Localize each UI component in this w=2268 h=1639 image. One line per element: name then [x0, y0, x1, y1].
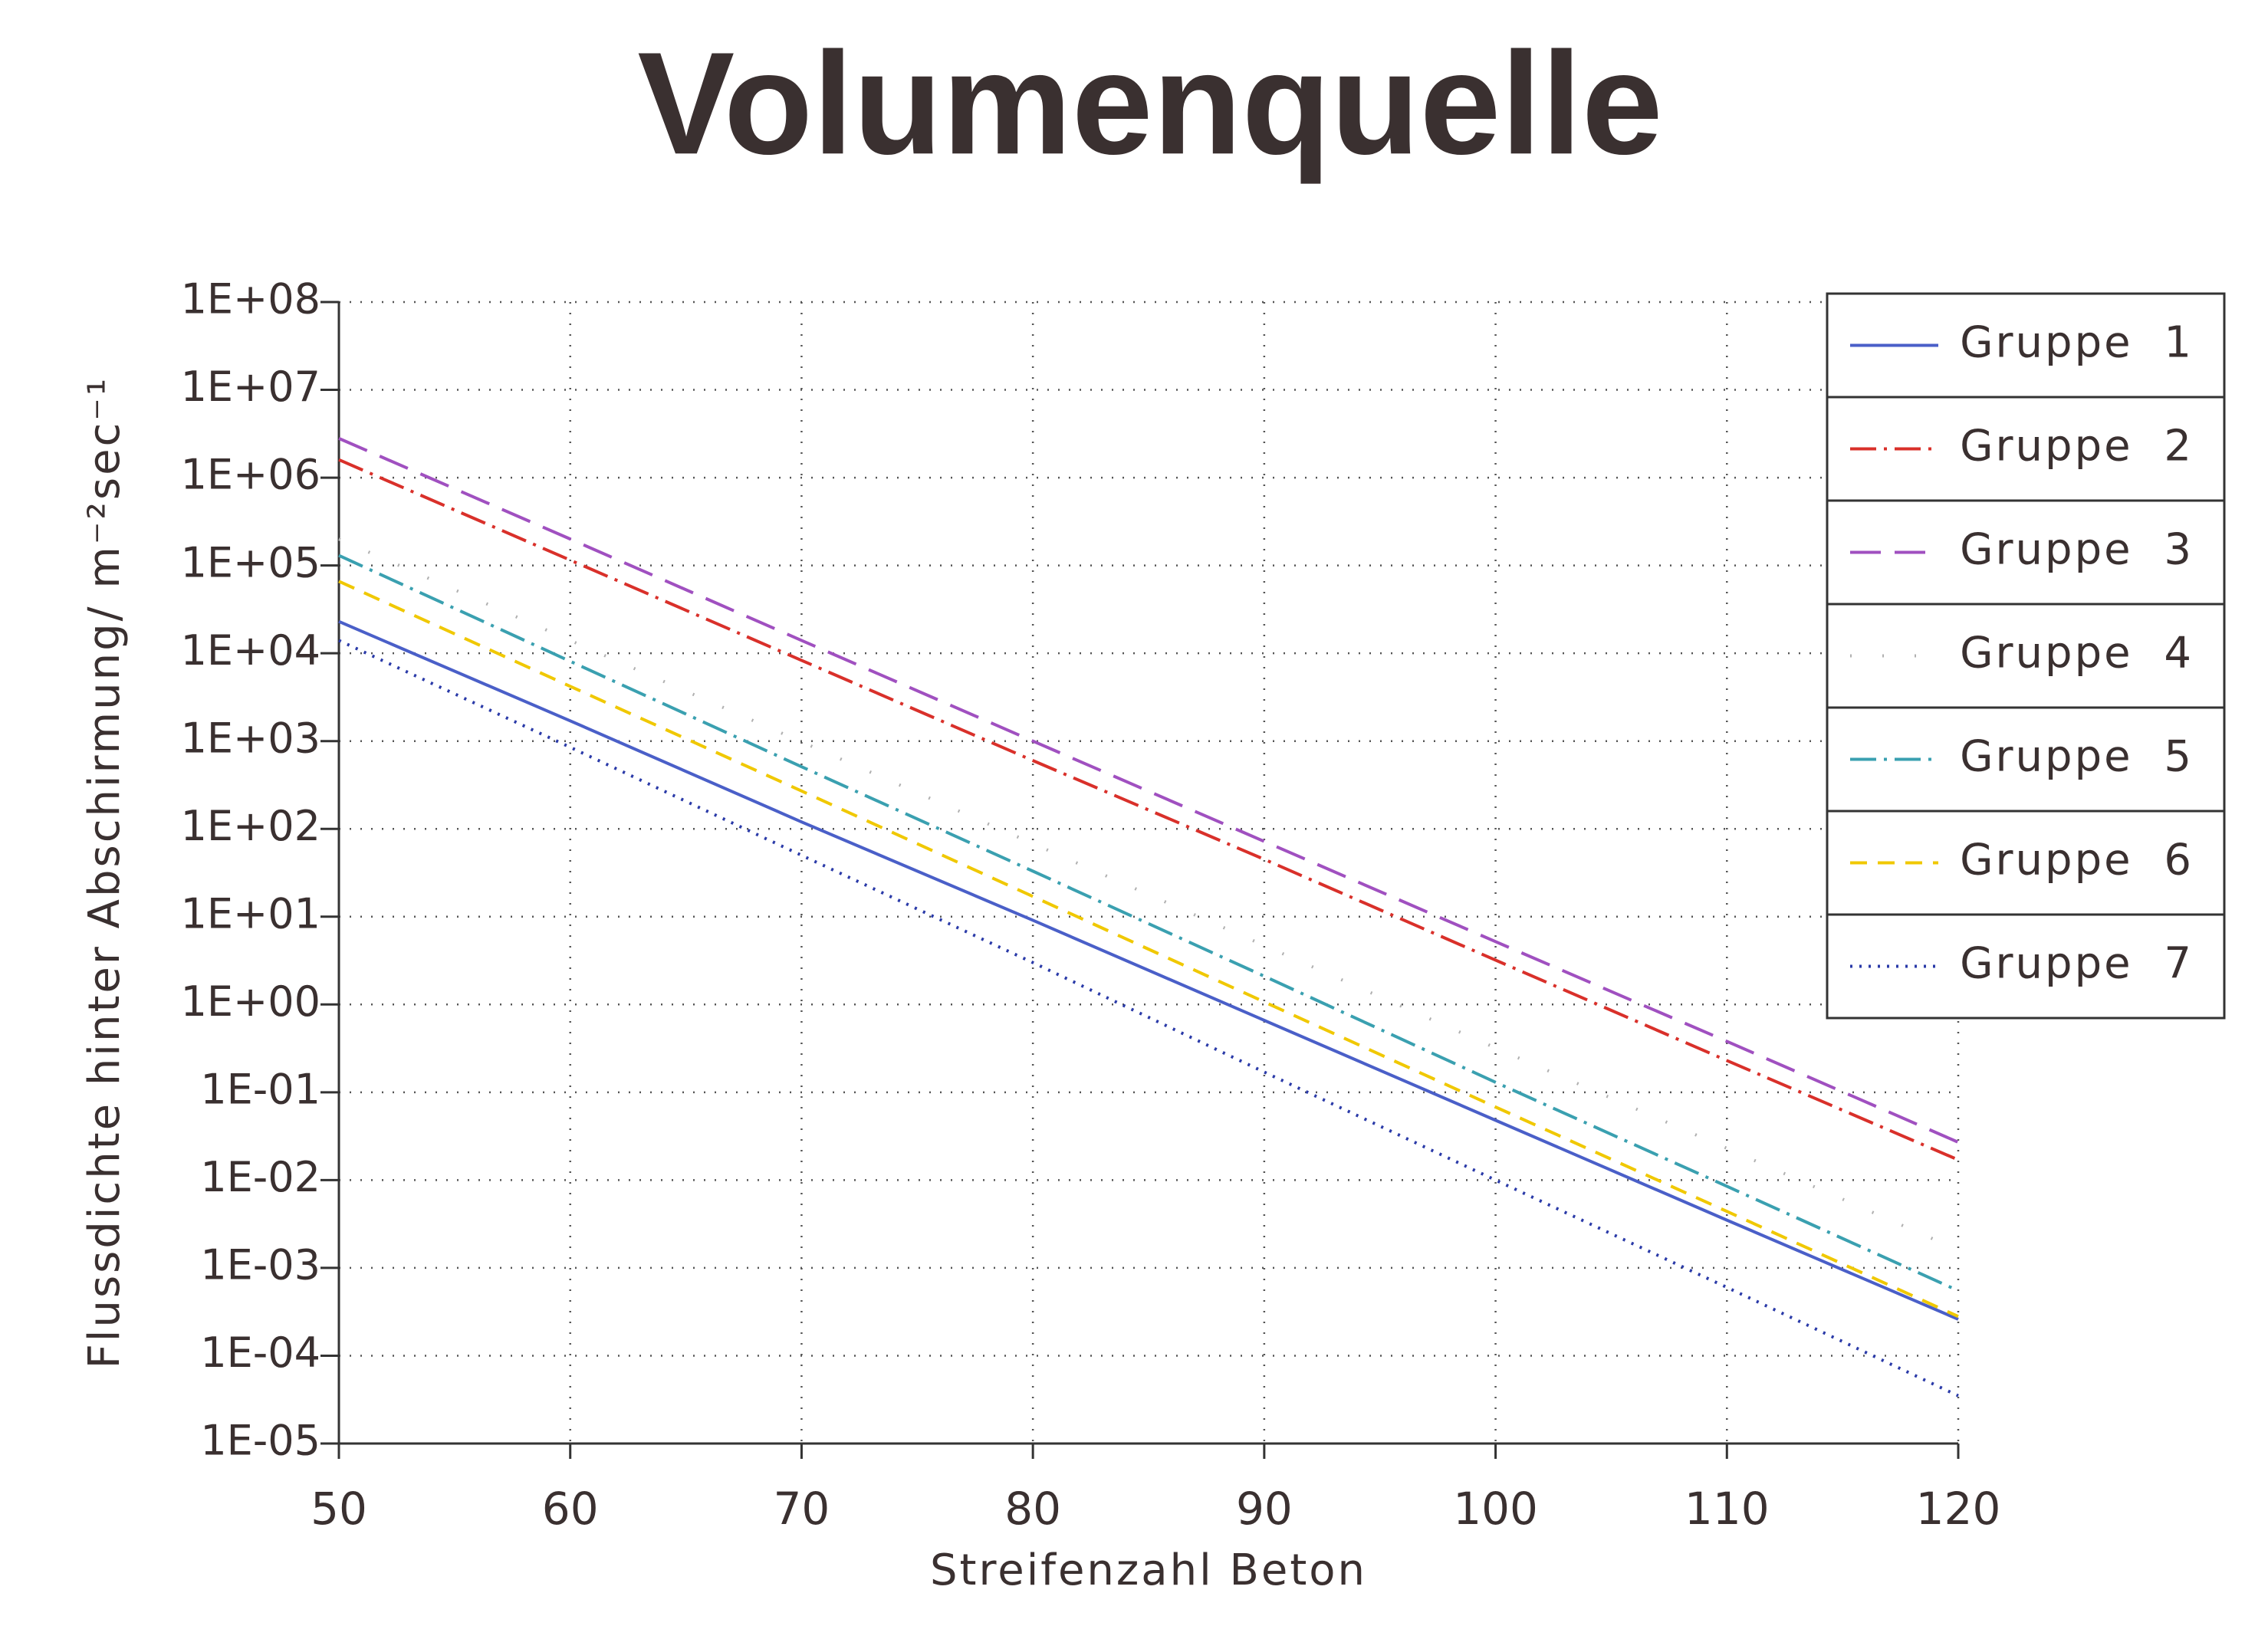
- series-line: [338, 458, 1959, 1161]
- y-axis-title: Flussdichte hinter Abschirmung/ m⁻²sec⁻¹: [80, 376, 130, 1369]
- y-tick-label: 1E+04: [181, 626, 320, 675]
- chart-title: Volumenquelle: [637, 22, 1662, 185]
- x-tick-label: 60: [542, 1483, 599, 1535]
- x-tick-label: 80: [1004, 1483, 1061, 1535]
- series-line: [338, 437, 1959, 1144]
- y-tick-label: 1E-03: [200, 1241, 320, 1289]
- series-line: [338, 619, 1959, 1321]
- y-tick-label: 1E+02: [181, 802, 320, 850]
- y-tick-label: 1E+03: [181, 714, 320, 762]
- x-axis-title: Streifenzahl Beton: [930, 1545, 1367, 1595]
- y-tick-label: 1E+01: [181, 889, 320, 938]
- legend-label: Gruppe 5: [1960, 732, 2194, 782]
- legend-label: Gruppe 4: [1960, 629, 2194, 678]
- y-tick-label: 1E-05: [200, 1417, 320, 1465]
- y-tick-label: 1E-04: [200, 1329, 320, 1377]
- legend-label: Gruppe 6: [1960, 836, 2194, 885]
- series-line: [338, 639, 1959, 1398]
- legend-label: Gruppe 1: [1960, 318, 2194, 368]
- y-tick-label: 1E+07: [181, 363, 320, 411]
- y-tick-label: 1E+06: [181, 451, 320, 499]
- x-tick-label: 100: [1453, 1483, 1538, 1535]
- x-tick-label: 110: [1685, 1483, 1770, 1535]
- x-tick-label: 90: [1236, 1483, 1293, 1535]
- y-tick-label: 1E+05: [181, 538, 320, 586]
- series-line: [338, 537, 1959, 1252]
- legend-box: [1826, 292, 2226, 1020]
- legend-label: Gruppe 3: [1960, 525, 2194, 575]
- legend-label: Gruppe 7: [1960, 939, 2194, 989]
- y-tick-label: 1E+08: [181, 275, 320, 324]
- x-tick-label: 120: [1916, 1483, 2001, 1535]
- series-line: [338, 580, 1959, 1319]
- y-tick-label: 1E+00: [181, 977, 320, 1026]
- series-line: [338, 553, 1959, 1292]
- x-tick-label: 70: [774, 1483, 830, 1535]
- y-tick-label: 1E-01: [200, 1065, 320, 1113]
- x-tick-label: 50: [311, 1483, 367, 1535]
- y-tick-label: 1E-02: [200, 1153, 320, 1201]
- legend-label: Gruppe 2: [1960, 422, 2194, 471]
